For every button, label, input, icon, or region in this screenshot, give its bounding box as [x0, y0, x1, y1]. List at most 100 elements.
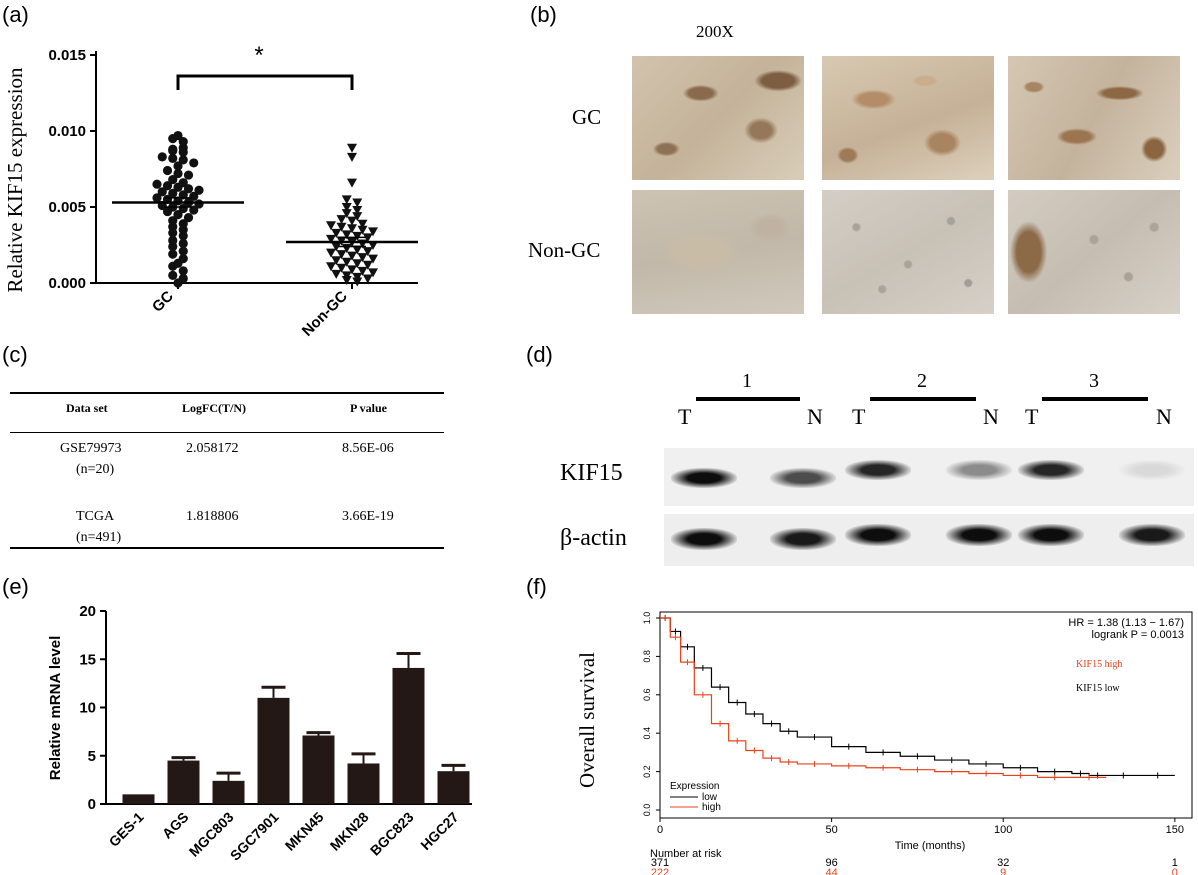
y-tick-label: 0.015	[48, 47, 86, 64]
panel-e-label: (e)	[2, 574, 29, 599]
data-point-gc	[178, 155, 188, 165]
blot-row-label-kif15: KIF15	[560, 460, 623, 486]
risk-high-count: 9	[1000, 867, 1006, 875]
cell-pvalue: 8.56E-06	[342, 441, 394, 456]
panel-d: (d) KIF15 β-actin 1 2 3 T N T N T N	[520, 340, 1198, 570]
data-point-gc	[173, 161, 183, 171]
kif15-band	[671, 468, 737, 488]
y-axis-label: Relative mRNA level	[47, 636, 64, 781]
significance-bracket	[176, 74, 354, 90]
data-point-non-gc	[341, 230, 352, 240]
kif15-band	[770, 468, 836, 488]
lane-label: T	[1025, 404, 1039, 429]
significance-marker: *	[254, 42, 263, 69]
data-point-non-gc	[362, 233, 373, 243]
pair-label: 2	[917, 370, 927, 392]
kif15-band	[1018, 460, 1084, 480]
x-tick-label: HGC27	[417, 809, 461, 853]
ihc-non-gc-3	[1008, 190, 1180, 314]
data-point-gc	[168, 188, 178, 198]
panel-f-xlabel: Time (months)	[895, 840, 966, 852]
panel-f-label: (f)	[526, 574, 547, 599]
data-point-gc	[189, 158, 199, 168]
ihc-non-gc-1	[632, 190, 804, 314]
lane-label: N	[983, 404, 999, 429]
table-header-pvalue: P value	[350, 401, 388, 415]
data-point-non-gc	[352, 212, 363, 222]
cell-n: (n=20)	[76, 462, 115, 477]
data-point-gc	[178, 238, 188, 249]
data-point-non-gc	[362, 274, 373, 284]
plot-frame	[659, 611, 1193, 819]
y-tick-label: 0.4	[642, 727, 652, 740]
data-point-gc	[168, 144, 178, 154]
y-tick-label: 10	[79, 700, 96, 717]
actin-band	[1018, 524, 1084, 546]
panel-a-ylabel: Relative KIF15 expression	[3, 67, 27, 293]
data-point-non-gc	[352, 198, 363, 208]
row-label-non-gc: Non-GC	[528, 238, 601, 262]
data-point-gc	[178, 273, 188, 284]
data-point-non-gc	[352, 206, 363, 216]
data-point-non-gc	[336, 250, 347, 260]
y-tick-label: 0.8	[642, 650, 652, 663]
table-header-dataset: Data set	[66, 401, 108, 415]
lane-label: N	[1156, 404, 1172, 429]
data-point-gc	[173, 168, 183, 179]
y-tick-label: 0.010	[48, 123, 86, 140]
data-point-non-gc	[352, 259, 363, 269]
data-point-gc	[162, 181, 173, 191]
risk-high-count: 44	[825, 867, 837, 875]
survival-curve-low	[660, 617, 1175, 777]
magnification-label: 200X	[696, 22, 734, 41]
data-point-gc	[157, 152, 167, 162]
data-point-non-gc	[362, 247, 373, 257]
data-point-non-gc	[352, 231, 363, 241]
data-point-gc	[194, 185, 204, 195]
blot-row-label-beta-actin: β-actin	[560, 525, 627, 551]
risk-high-count: 222	[651, 867, 669, 875]
stats-logrank: logrank P = 0.0013	[1092, 629, 1184, 641]
data-point-non-gc	[331, 269, 342, 279]
risk-high-count: 0	[1172, 867, 1178, 875]
panel-a-scatter: Relative KIF15 expression 0.000 0.005 0.01…	[3, 42, 418, 340]
data-point-gc	[183, 213, 194, 223]
table-bottom-rule	[10, 547, 444, 549]
data-point-gc	[168, 249, 178, 259]
pair-bar-2	[870, 397, 976, 401]
data-point-gc	[173, 210, 183, 220]
bar-bgc823	[392, 667, 425, 804]
data-point-gc	[183, 170, 194, 180]
row-label-gc: GC	[572, 105, 602, 129]
x-tick-label: BGC823	[367, 809, 417, 859]
risk-table-title: Number at risk	[650, 848, 722, 860]
bar-mkn28	[347, 763, 380, 804]
actin-band	[671, 528, 737, 550]
ihc-non-gc-2	[822, 190, 994, 314]
data-point-non-gc	[341, 275, 352, 285]
y-tick-label: 0.005	[48, 199, 86, 216]
data-point-non-gc	[341, 271, 352, 281]
cell-dataset: TCGA	[76, 509, 115, 524]
panel-d-label: (d)	[526, 342, 553, 367]
bar-ags	[167, 760, 200, 804]
expression-legend-high: high	[702, 802, 721, 813]
data-point-non-gc	[341, 195, 352, 205]
panel-b-label: (b)	[530, 2, 557, 27]
x-tick-label: 0	[657, 824, 663, 836]
data-point-gc	[178, 178, 188, 188]
data-point-non-gc	[336, 263, 347, 273]
y-tick-label: 0.000	[48, 275, 86, 292]
data-point-gc	[178, 266, 188, 276]
panel-a-label: (a)	[2, 2, 29, 27]
bar-hgc27	[437, 771, 470, 804]
data-point-non-gc	[368, 241, 378, 250]
kif15-band	[845, 460, 911, 480]
data-point-non-gc	[357, 225, 368, 235]
lane-label: T	[852, 404, 866, 429]
panel-f-km-plot: Overall survival Time (months) HR = 1.38…	[575, 611, 1193, 875]
data-point-non-gc	[357, 253, 368, 263]
legend-kif15-low: KIF15 low	[1076, 683, 1120, 694]
data-point-non-gc	[326, 234, 336, 244]
x-tick-label: Non-GC	[299, 288, 351, 340]
